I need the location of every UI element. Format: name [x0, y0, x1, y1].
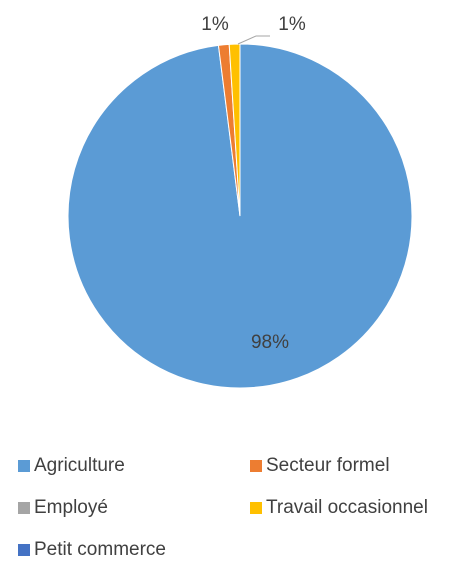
data-label-travail-occasionnel: 1% — [278, 14, 306, 35]
legend-label-secteur-formel: Secteur formel — [266, 455, 390, 476]
data-label-agriculture: 98% — [251, 332, 289, 353]
legend-item-secteur-formel: Secteur formel — [250, 455, 390, 477]
legend-item-employe: Employé — [18, 497, 108, 519]
legend-label-employe: Employé — [34, 497, 108, 518]
legend-label-travail-occasionnel: Travail occasionnel — [266, 497, 428, 518]
legend-swatch-employe — [18, 502, 30, 514]
legend-swatch-travail-occasionnel — [250, 502, 262, 514]
pie-slice-travail-occasionnel — [228, 43, 241, 217]
leader-line-travail-occasionnel — [237, 35, 270, 45]
legend-label-petit-commerce: Petit commerce — [34, 539, 166, 560]
data-label-secteur-formel: 1% — [201, 14, 229, 35]
legend-item-agriculture: Agriculture — [18, 455, 125, 477]
pie-chart: 98% 1% 1% — [67, 14, 413, 389]
legend-item-travail-occasionnel: Travail occasionnel — [250, 497, 428, 519]
legend-swatch-agriculture — [18, 460, 30, 472]
legend-swatch-secteur-formel — [250, 460, 262, 472]
legend-label-agriculture: Agriculture — [34, 455, 125, 476]
pie-slice-agriculture — [67, 43, 413, 389]
legend-item-petit-commerce: Petit commerce — [18, 539, 166, 561]
legend-swatch-petit-commerce — [18, 544, 30, 556]
